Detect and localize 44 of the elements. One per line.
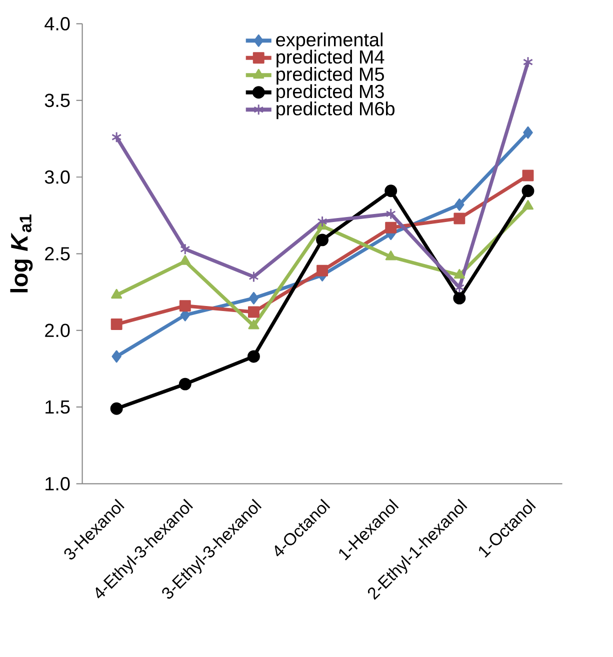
point bbox=[454, 198, 464, 211]
legend-label: predicted M3 bbox=[276, 84, 384, 102]
point bbox=[110, 402, 123, 415]
y-tick-label: 4.0 bbox=[44, 17, 70, 30]
y-tick-label: 3.0 bbox=[44, 170, 70, 184]
point bbox=[386, 208, 396, 220]
point bbox=[179, 300, 191, 312]
point bbox=[316, 234, 329, 246]
point bbox=[111, 288, 122, 299]
point bbox=[385, 250, 396, 260]
point bbox=[453, 292, 466, 304]
point bbox=[522, 184, 534, 198]
point bbox=[247, 350, 260, 363]
point bbox=[248, 271, 259, 282]
point bbox=[522, 170, 534, 182]
legend-label: experimental bbox=[276, 32, 382, 50]
point bbox=[248, 320, 260, 330]
point bbox=[316, 264, 328, 276]
point bbox=[454, 282, 464, 294]
point bbox=[180, 255, 191, 265]
y-axis-title: log K$_{a1}$ bbox=[10, 214, 33, 292]
y-tick-label: 2.5 bbox=[45, 247, 70, 260]
point bbox=[112, 131, 122, 143]
point bbox=[454, 268, 465, 279]
point bbox=[178, 378, 192, 390]
legend-label: predicted M5 bbox=[276, 67, 384, 85]
point bbox=[385, 222, 397, 234]
point bbox=[384, 184, 398, 198]
point bbox=[522, 56, 534, 68]
legend-label: predicted M4 bbox=[276, 50, 384, 68]
point bbox=[317, 216, 328, 228]
point bbox=[248, 292, 259, 304]
point bbox=[248, 306, 260, 318]
point bbox=[112, 350, 122, 363]
point bbox=[523, 126, 533, 139]
y-tick-label: 3.5 bbox=[44, 94, 70, 108]
y-tick-label: 1.0 bbox=[46, 477, 70, 490]
point bbox=[110, 318, 122, 330]
y-tick-label: 1.5 bbox=[46, 400, 70, 414]
legend-label: predicted M6b bbox=[276, 102, 394, 120]
point bbox=[180, 243, 190, 255]
y-tick-label: 2.0 bbox=[45, 324, 70, 338]
point bbox=[522, 200, 534, 210]
point bbox=[454, 212, 466, 224]
